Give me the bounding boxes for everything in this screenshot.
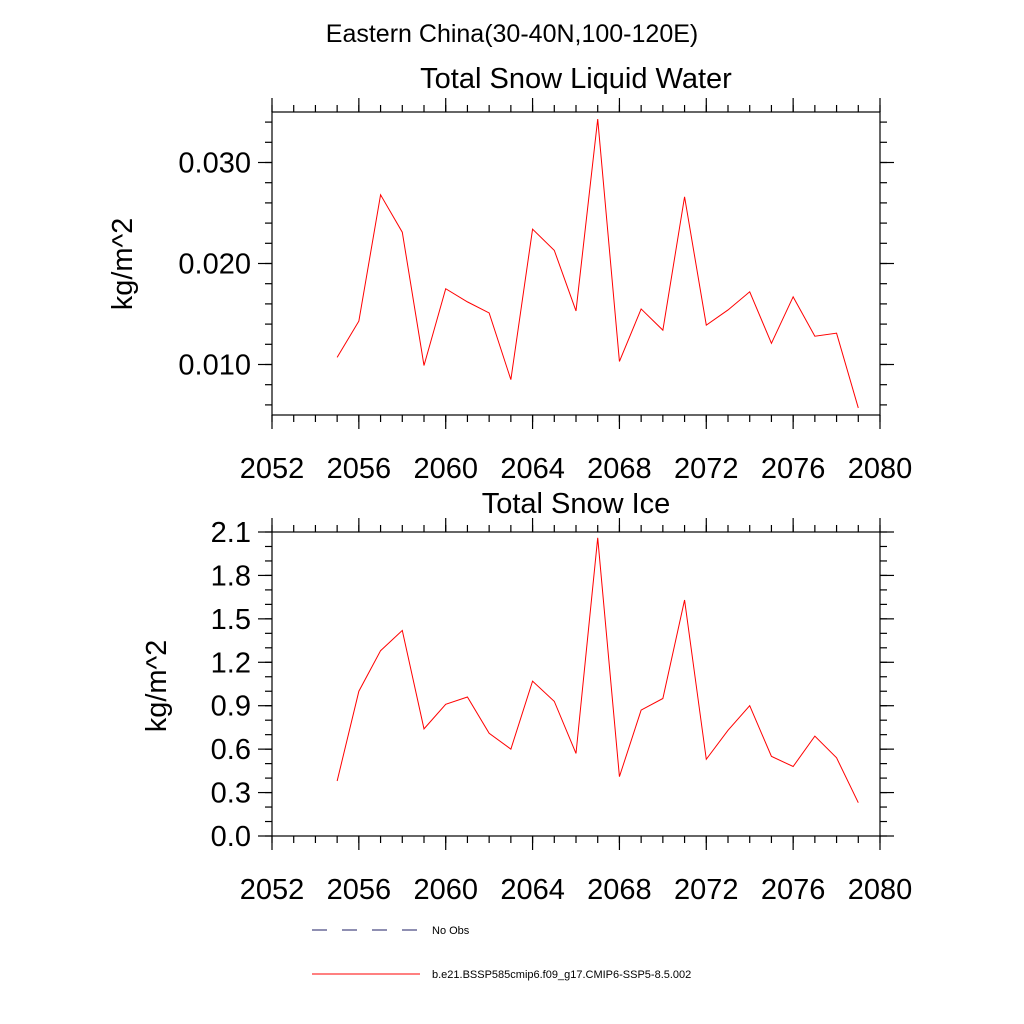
- y-tick-label: 0.030: [178, 148, 251, 180]
- y-tick-label: 0.0: [211, 821, 251, 853]
- y-tick-label: 0.6: [211, 734, 251, 766]
- x-tick-label: 2076: [761, 874, 826, 906]
- x-tick-label: 2056: [327, 453, 392, 485]
- y-tick-label: 0.010: [178, 350, 251, 382]
- x-tick-label: 2068: [587, 874, 652, 906]
- y-axis-label: kg/m^2: [141, 640, 173, 733]
- panel-ice: Total Snow Ice kg/m^2 2052 2056 2060 2064 20…: [141, 488, 912, 906]
- legend-entry-model-run: b.e21.BSSP585cmip6.f09_g17.CMIP6-SSP5-8.…: [312, 969, 691, 981]
- ticks: [258, 518, 894, 850]
- y-tick-label: 0.3: [211, 778, 251, 810]
- ticks: [258, 98, 894, 429]
- series-line: [336, 119, 859, 409]
- series: [336, 119, 859, 409]
- tick-labels: 2052 2056 2060 2064 2068 2072 2076 2080 0.010 0.0…: [178, 148, 912, 486]
- y-tick-label: 2.1: [211, 517, 251, 549]
- y-tick-label: 1.8: [211, 560, 251, 592]
- x-tick-label: 2064: [500, 874, 565, 906]
- x-tick-label: 2080: [848, 874, 913, 906]
- x-tick-label: 2076: [761, 453, 826, 485]
- y-tick-label: 1.5: [211, 604, 251, 636]
- x-tick-label: 2052: [240, 453, 305, 485]
- y-tick-label: 1.2: [211, 647, 251, 679]
- x-tick-label: 2064: [500, 453, 565, 485]
- x-tick-label: 2060: [413, 453, 478, 485]
- x-tick-label: 2072: [674, 453, 739, 485]
- legend-entry-no-obs: No Obs: [312, 925, 470, 937]
- series-line: [336, 537, 859, 803]
- y-tick-label: 0.9: [211, 691, 251, 723]
- panel-liquid-water: Total Snow Liquid Water kg/m^2 2052 2056 2…: [107, 63, 912, 485]
- legend-label: No Obs: [432, 925, 470, 937]
- series: [336, 537, 859, 803]
- tick-labels: 2052 2056 2060 2064 2068 2072 2076 2080 0.0 0.3 0.…: [211, 517, 913, 906]
- x-tick-label: 2080: [848, 453, 913, 485]
- panel-title: Total Snow Liquid Water: [420, 63, 732, 95]
- x-tick-label: 2056: [327, 874, 392, 906]
- plot-frame: [271, 111, 881, 416]
- x-tick-label: 2068: [587, 453, 652, 485]
- figure-suptitle: Eastern China(30-40N,100-120E): [326, 20, 698, 48]
- legend-label: b.e21.BSSP585cmip6.f09_g17.CMIP6-SSP5-8.…: [432, 969, 691, 981]
- y-tick-label: 0.020: [178, 249, 251, 281]
- x-tick-label: 2072: [674, 874, 739, 906]
- x-tick-label: 2060: [413, 874, 478, 906]
- panel-title: Total Snow Ice: [482, 488, 671, 520]
- y-axis-label: kg/m^2: [107, 218, 139, 311]
- x-tick-label: 2052: [240, 874, 305, 906]
- legend: No Obs b.e21.BSSP585cmip6.f09_g17.CMIP6-…: [312, 925, 691, 981]
